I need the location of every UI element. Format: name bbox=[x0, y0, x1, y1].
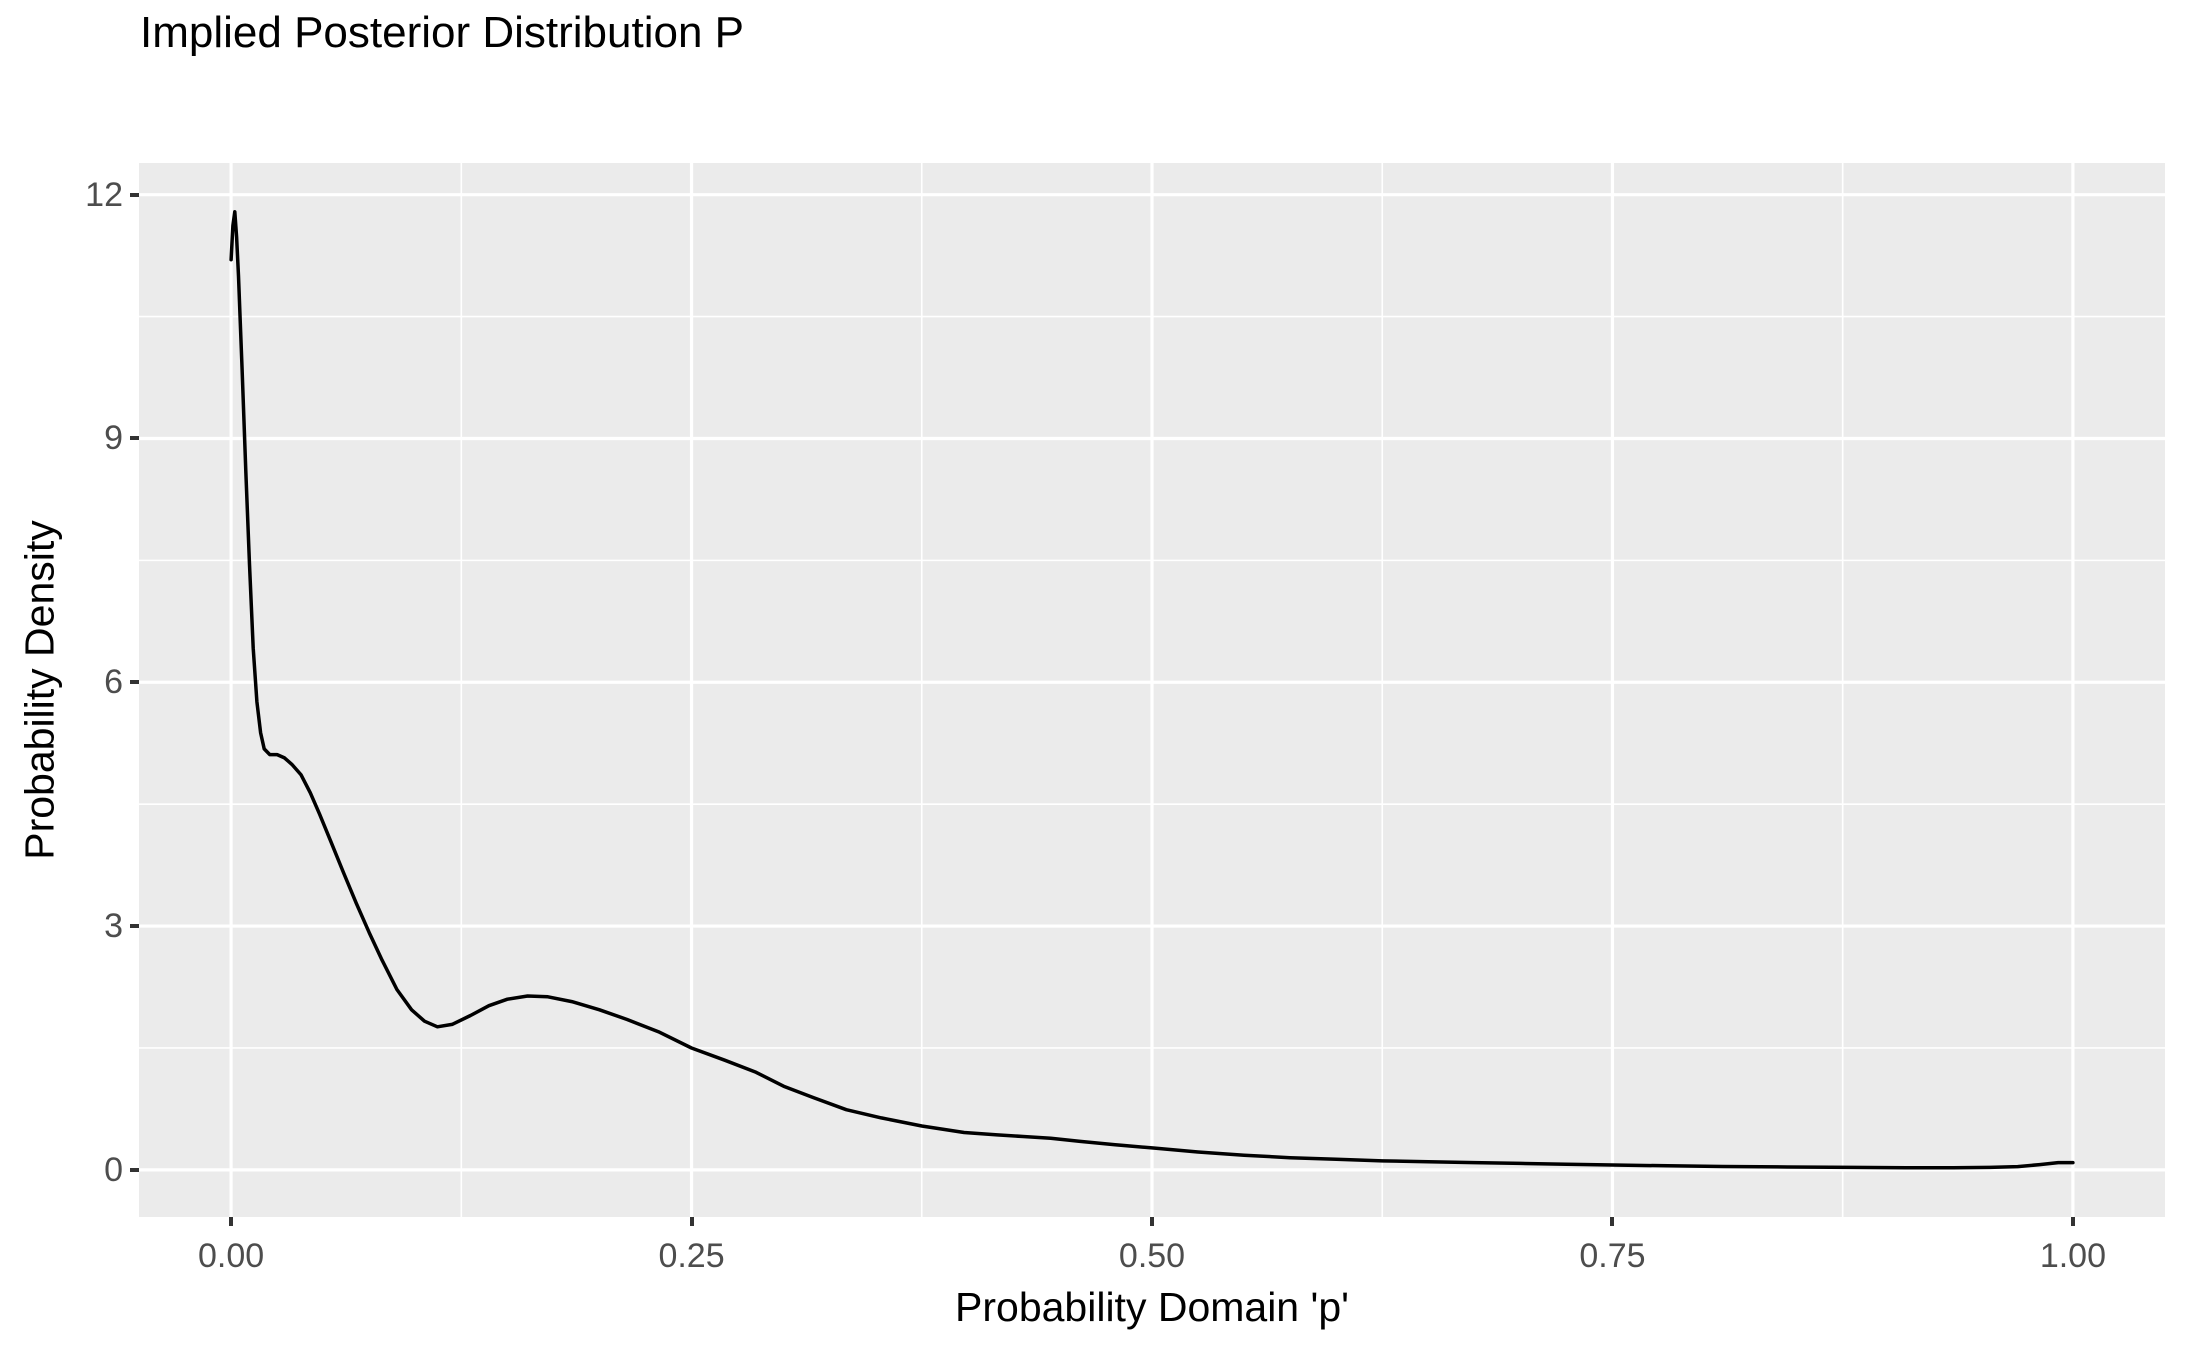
x-tick-mark bbox=[689, 1217, 694, 1226]
x-tick-label: 0.50 bbox=[1118, 1237, 1186, 1275]
x-axis-title: Probability Domain 'p' bbox=[955, 1284, 1349, 1330]
y-tick-label: 3 bbox=[104, 907, 123, 946]
y-tick-mark bbox=[130, 436, 139, 441]
y-tick-label: 9 bbox=[104, 419, 123, 458]
chart-title: Implied Posterior Distribution P bbox=[140, 8, 745, 57]
y-tick-mark bbox=[130, 680, 139, 685]
x-tick-mark bbox=[1150, 1217, 1154, 1226]
x-tick-mark bbox=[1610, 1217, 1615, 1226]
y-tick-mark bbox=[130, 924, 139, 929]
density-curve bbox=[229, 210, 2075, 1170]
x-tick-label: 1.00 bbox=[2039, 1237, 2106, 1275]
x-tick-mark bbox=[2070, 1217, 2075, 1226]
density-curve-svg bbox=[139, 163, 2165, 1217]
y-tick-mark bbox=[130, 192, 139, 197]
plot-panel bbox=[139, 163, 2165, 1217]
x-tick-label: 0.00 bbox=[197, 1237, 265, 1275]
x-tick-mark bbox=[229, 1217, 234, 1226]
y-tick-label: 6 bbox=[104, 663, 123, 702]
y-tick-mark bbox=[130, 1167, 139, 1172]
x-tick-label: 0.25 bbox=[658, 1237, 725, 1275]
y-tick-label: 0 bbox=[104, 1150, 123, 1189]
y-tick-label: 12 bbox=[85, 175, 123, 214]
x-tick-label: 0.75 bbox=[1579, 1237, 1646, 1275]
